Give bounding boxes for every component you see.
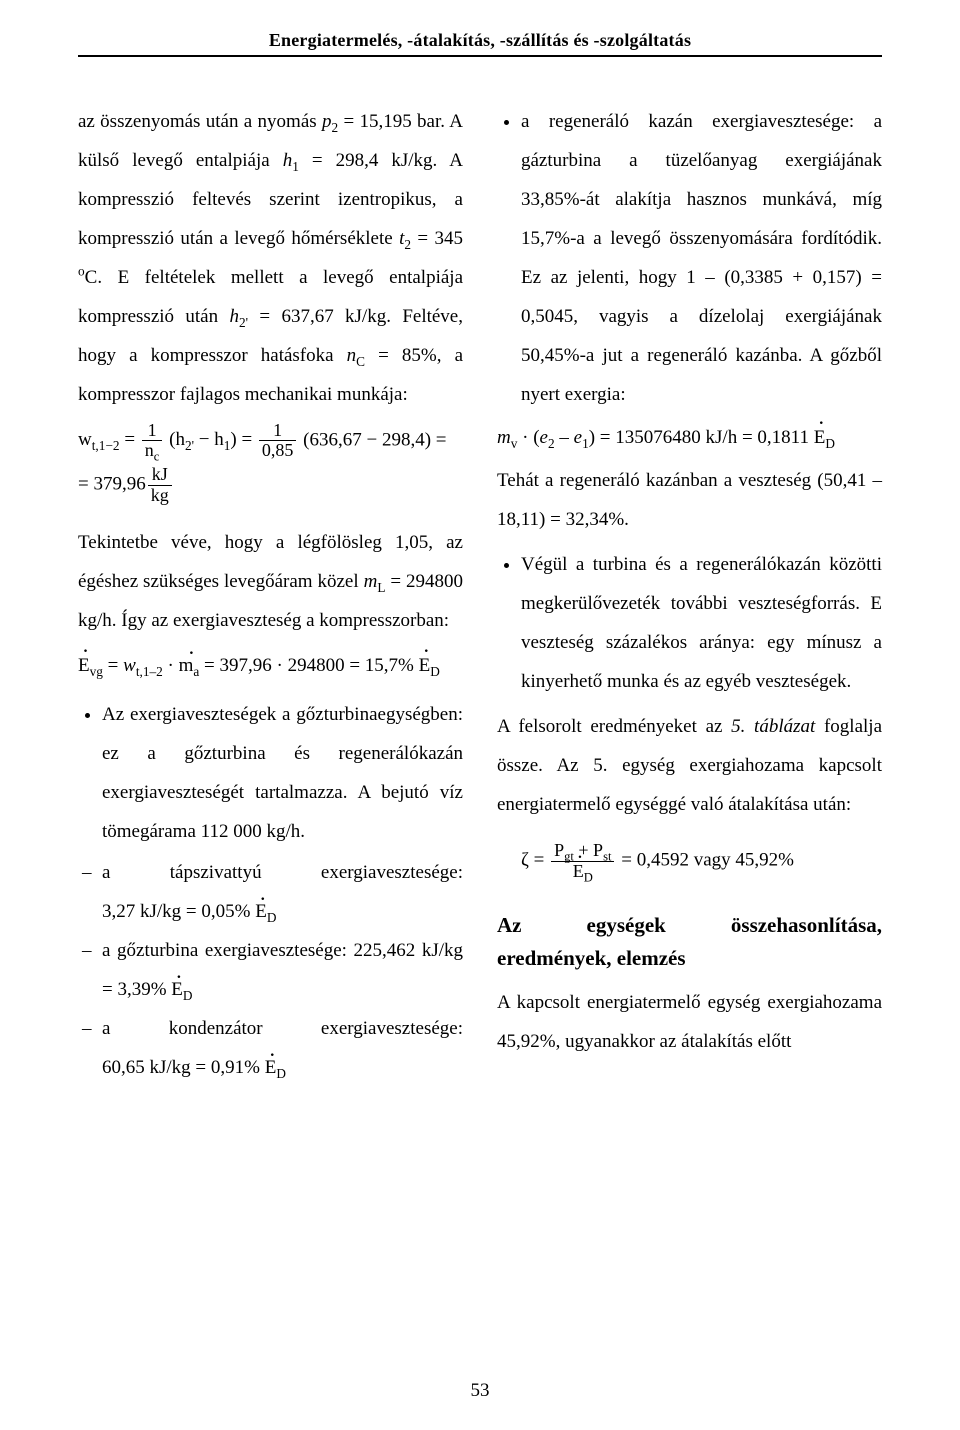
running-head: Energiatermelés, -átalakítás, -szállítás… [78, 30, 882, 57]
dash-left: a tápszivattyú exergiavesztesége: 3,27 k… [78, 854, 463, 1088]
dash-condenser: a kondenzátor exergiavesztesége: 60,65 k… [102, 1010, 463, 1088]
bullet-regen-boiler: a regeneráló kazán exergiavesztesége: a … [521, 103, 882, 415]
page-number: 53 [0, 1380, 960, 1402]
para-results: A felsorolt eredményeket az 5. táblázat … [497, 708, 882, 825]
body-columns: az összenyomás után a nyomás p2 = 15,195… [78, 103, 882, 1088]
dash-feedpump: a tápszivattyú exergiavesztesége: 3,27 k… [102, 854, 463, 932]
para-regen-loss: Tehát a regeneráló kazánban a veszteség … [497, 462, 882, 540]
eq-evg: Evg = wt,1–2 · ma = 397,96 · 294800 = 15… [78, 655, 463, 677]
bullet-right-1: a regeneráló kazán exergiavesztesége: a … [497, 103, 882, 415]
bullet-left: Az exergiaveszteségek a gőzturbinaegység… [78, 696, 463, 852]
eq-zeta: ζ = Pgt + PstED = 0,4592 vagy 45,92% [521, 841, 882, 882]
bullet-bypass: Végül a turbina és a regenerálókazán köz… [521, 546, 882, 702]
bullet-steam-losses: Az exergiaveszteségek a gőzturbinaegység… [102, 696, 463, 852]
para-airflow: Tekintetbe véve, hogy a légfölösleg 1,05… [78, 524, 463, 641]
dash-steam-turbine: a gőzturbina exergiavesztesége: 225,462 … [102, 932, 463, 1010]
bullet-right-2: Végül a turbina és a regenerálókazán köz… [497, 546, 882, 702]
section-heading-comparison: Az egységek összehasonlítása, eredmények… [497, 909, 882, 974]
para-conclusion: A kapcsolt energiatermelő egység exergia… [497, 984, 882, 1062]
eq-compressor-work: wt,1−2 = 1nc (h2' − h1) = 10,85 (636,67 … [78, 421, 463, 506]
page: Energiatermelés, -átalakítás, -szállítás… [0, 0, 960, 1430]
para-compressor: az összenyomás után a nyomás p2 = 15,195… [78, 103, 463, 415]
eq-mv: mv · (e2 – e1) = 135076480 kJ/h = 0,1811… [497, 427, 882, 449]
